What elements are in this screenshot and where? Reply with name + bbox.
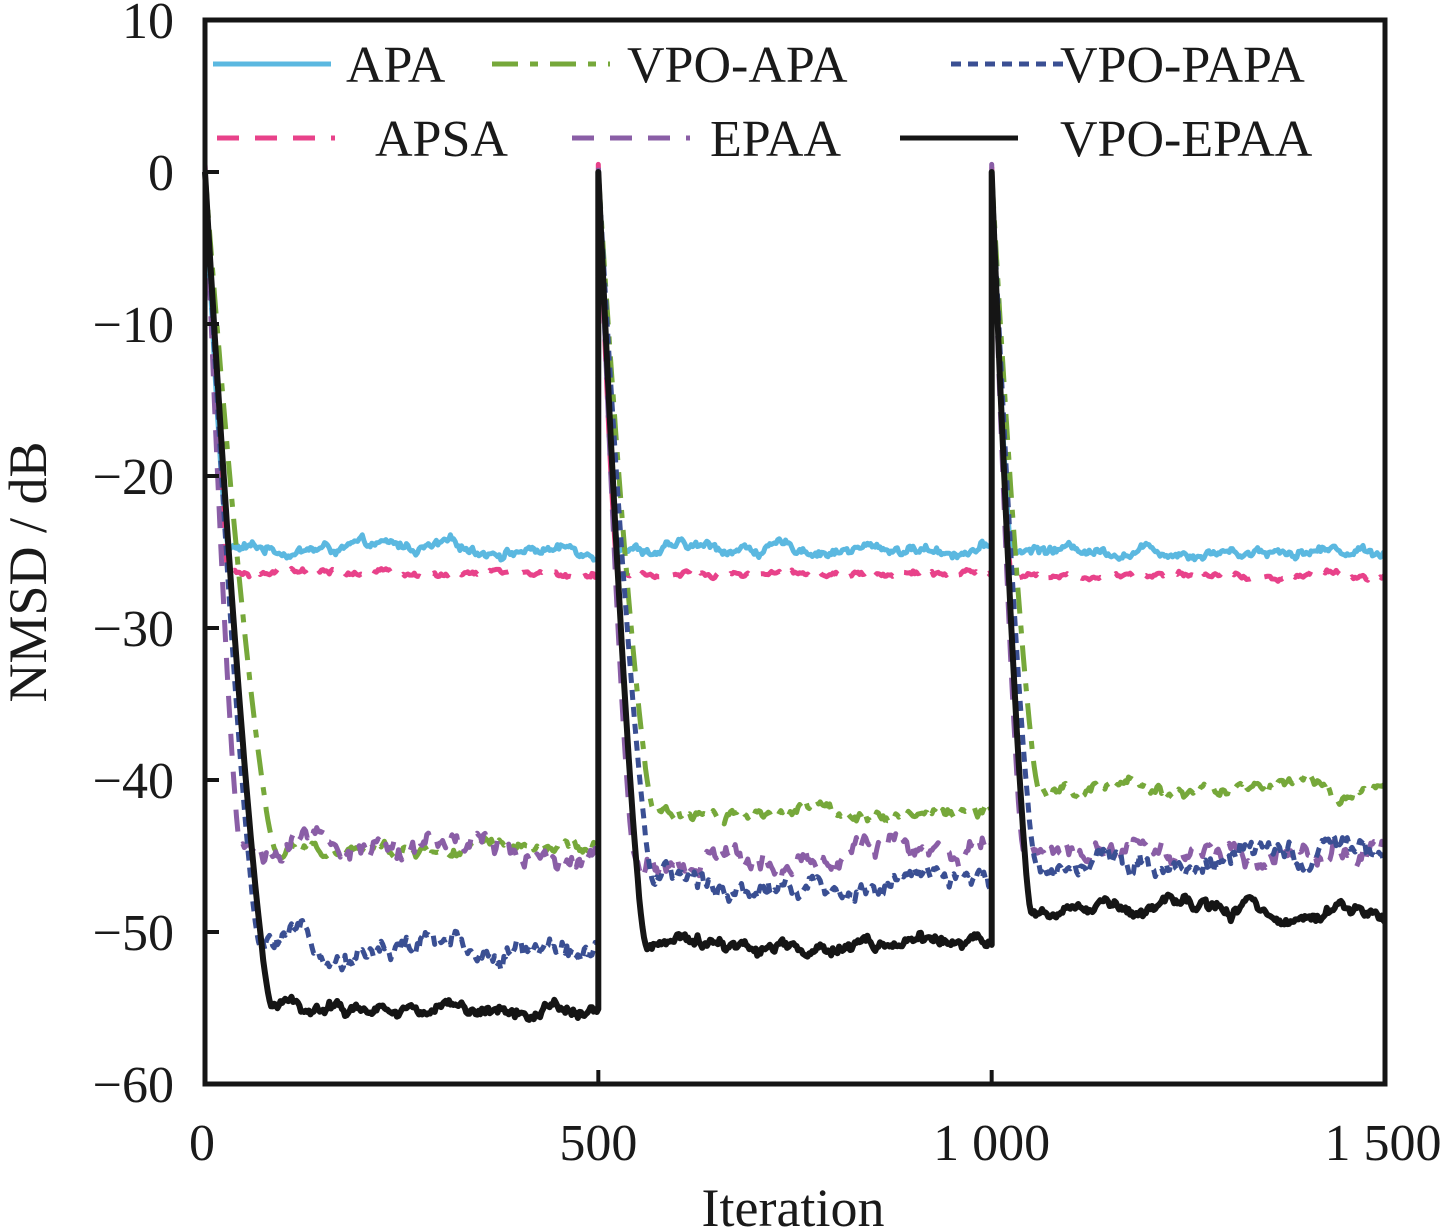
curves-layer xyxy=(202,161,1388,1023)
legend-label: EPAA xyxy=(710,111,841,168)
legend-item-vpo-epaa: VPO-EPAA xyxy=(900,111,1313,168)
x-axis-title: Iteration xyxy=(702,1178,885,1230)
legend-item-epaa: EPAA xyxy=(572,111,841,168)
y-tick-label: −50 xyxy=(93,905,174,962)
y-axis-title: NMSD / dB xyxy=(0,441,58,702)
y-tick-label: −30 xyxy=(93,601,174,658)
legend-label: VPO-PAPA xyxy=(1060,37,1305,94)
series-line-apa xyxy=(202,169,1387,564)
y-tick-label: −20 xyxy=(93,449,174,506)
y-axis: 10 0 −10 −20 −30 −40 −50 −60 xyxy=(93,0,219,1114)
x-tick-label: 1 500 xyxy=(1325,1115,1442,1172)
series-line-vpo-epaa xyxy=(202,169,1388,1023)
x-tick-label: 500 xyxy=(559,1115,637,1172)
y-tick-label: 0 xyxy=(148,145,174,202)
legend-label: VPO-APA xyxy=(627,37,848,94)
legend-item-apsa: APSA xyxy=(217,111,508,168)
y-tick-label: 10 xyxy=(122,0,174,50)
series-line-vpo-apa xyxy=(202,169,1387,861)
y-tick-label: −10 xyxy=(93,297,174,354)
legend-item-apa: APA xyxy=(213,37,446,94)
series-line-epaa xyxy=(202,161,1387,883)
legend: APA VPO-APA VPO-PAPA APSA EPAA VPO-EPAA xyxy=(213,37,1313,168)
x-tick-label: 1 000 xyxy=(933,1115,1050,1172)
x-tick-label: 0 xyxy=(189,1115,215,1172)
x-axis: 0 500 1 000 1 500 xyxy=(189,1070,1442,1172)
legend-label: APA xyxy=(346,37,446,94)
y-tick-label: −60 xyxy=(93,1057,174,1114)
y-tick-label: −40 xyxy=(93,753,174,810)
series-line-apsa xyxy=(202,161,1387,584)
legend-item-vpo-papa: VPO-PAPA xyxy=(951,37,1305,94)
series-line-vpo-papa xyxy=(202,169,1387,973)
plot-frame xyxy=(202,17,1388,1087)
legend-label: VPO-EPAA xyxy=(1060,111,1313,168)
legend-label: APSA xyxy=(375,111,508,168)
legend-item-vpo-apa: VPO-APA xyxy=(492,37,848,94)
